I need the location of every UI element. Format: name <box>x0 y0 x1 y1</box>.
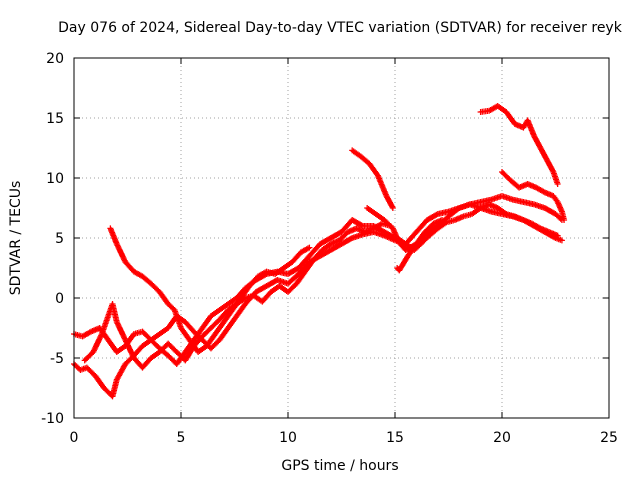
x-tick-label: 15 <box>386 430 404 446</box>
y-tick-label: 5 <box>55 231 64 247</box>
series-track-9 <box>394 217 446 274</box>
series-track-1 <box>71 193 565 400</box>
series-trace <box>350 148 396 210</box>
series-trace <box>500 170 567 222</box>
series-trace <box>365 202 560 252</box>
y-tick-label: -10 <box>41 411 64 427</box>
x-tick-label: 20 <box>493 430 511 446</box>
x-axis-label: GPS time / hours <box>281 458 398 474</box>
y-tick-label: 15 <box>46 111 64 127</box>
chart-title: Day 076 of 2024, Sidereal Day-to-day VTE… <box>58 20 623 36</box>
series-track-7 <box>477 103 561 187</box>
series-trace <box>72 193 564 399</box>
series-track-4 <box>81 220 394 371</box>
series-trace <box>395 217 444 273</box>
axis-ticks: 0 5 10 15 20 25 -10 -5 0 5 10 15 20 <box>41 51 618 446</box>
series-trace <box>82 221 393 370</box>
series-track-6 <box>364 201 561 253</box>
data-points <box>71 103 568 400</box>
series-track-8 <box>499 169 568 223</box>
y-tick-label: -5 <box>50 351 64 367</box>
series-track-5 <box>349 147 396 211</box>
x-tick-label: 25 <box>600 430 618 446</box>
x-tick-label: 5 <box>177 430 186 446</box>
y-tick-label: 0 <box>55 291 64 307</box>
y-tick-label: 10 <box>46 171 64 187</box>
series-trace <box>107 226 311 354</box>
y-tick-label: 20 <box>46 51 64 67</box>
x-tick-label: 0 <box>70 430 79 446</box>
x-tick-label: 10 <box>279 430 297 446</box>
y-axis-label: SDTVAR / TECUs <box>8 181 24 296</box>
series-trace <box>479 103 561 186</box>
